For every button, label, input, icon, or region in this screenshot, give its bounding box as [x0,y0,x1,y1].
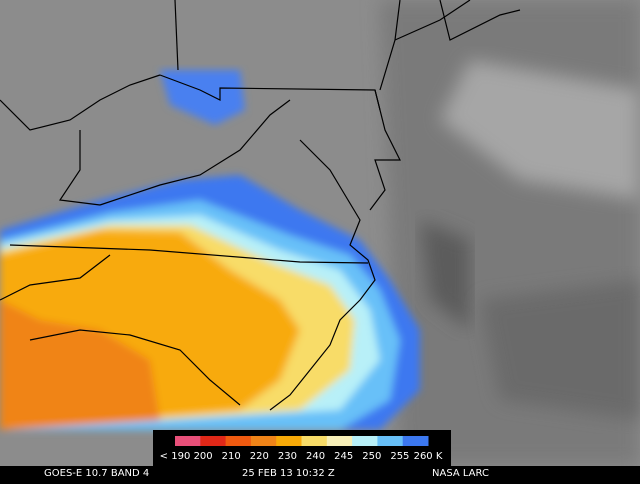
borders [0,0,521,411]
colorbar-label: 220 [250,451,269,462]
colorbar-label: 200 [194,451,213,462]
colorbar-label: 260 K [414,451,443,462]
colorbar-segment [250,436,277,446]
map [0,0,640,466]
colorbar-segment [301,436,328,446]
footer-bar [0,466,640,480]
colorbar-segment [276,436,302,446]
colorbar-segment [175,436,201,446]
colorbar-label: < 190 [160,451,191,462]
colorbar-label: 240 [306,451,325,462]
colorbar-segment [352,436,378,446]
product-label: GOES-E 10.7 BAND 4 [44,468,149,479]
colorbar-segment [402,436,429,446]
source-label: NASA LARC [432,468,489,479]
colorbar-label: 230 [278,451,297,462]
colorbar-label: 245 [334,451,353,462]
timestamp: 25 FEB 13 10:32 Z [242,468,335,479]
colorbar-label: 210 [222,451,241,462]
colorbar-segment [200,436,227,446]
colorbar-segment [326,436,353,446]
colorbar-segment [377,436,404,446]
colorbar-segment [225,436,252,446]
colorbar-label: 250 [362,451,381,462]
colorbar: < 190 200 210 220 230 240 245 250 255 260 K [160,436,443,462]
colorbar-label: 255 [390,451,409,462]
